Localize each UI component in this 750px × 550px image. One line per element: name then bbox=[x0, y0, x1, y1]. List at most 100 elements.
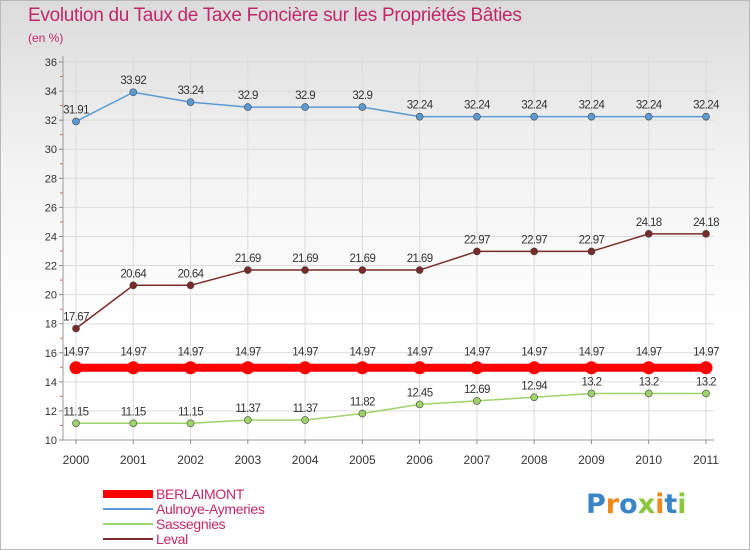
data-label: 14.97 bbox=[693, 347, 719, 359]
legend-swatch bbox=[103, 523, 153, 525]
x-tick-label: 2010 bbox=[635, 453, 662, 467]
legend-item: Leval bbox=[103, 531, 403, 548]
data-label: 32.24 bbox=[693, 100, 720, 112]
data-label: 24.18 bbox=[636, 217, 662, 229]
data-label: 21.69 bbox=[349, 253, 375, 265]
data-point bbox=[587, 112, 596, 121]
data-point bbox=[301, 103, 309, 111]
data-point bbox=[530, 247, 538, 256]
logo-letter: t bbox=[664, 489, 678, 520]
logo-letter: x bbox=[637, 489, 656, 520]
legend-label: BERLAIMONT bbox=[156, 486, 245, 502]
data-label: 14.97 bbox=[292, 347, 318, 359]
data-point bbox=[244, 103, 252, 111]
y-tick-label: 30 bbox=[45, 144, 57, 156]
x-tick-label: 2000 bbox=[63, 453, 90, 467]
chart-title: Evolution du Taux de Taxe Foncière sur l… bbox=[28, 5, 522, 26]
data-point bbox=[470, 361, 484, 375]
logo-letter: i bbox=[655, 489, 665, 520]
legend-item: Aulnoye-Aymeries bbox=[103, 501, 403, 518]
data-point bbox=[301, 266, 309, 274]
data-point bbox=[473, 247, 481, 256]
x-tick-label: 2002 bbox=[177, 453, 204, 467]
data-point bbox=[129, 419, 138, 428]
data-point bbox=[587, 247, 596, 256]
data-point bbox=[702, 230, 710, 238]
data-label: 22.97 bbox=[579, 234, 605, 246]
data-label: 11.15 bbox=[64, 406, 89, 418]
x-tick-label: 2006 bbox=[406, 453, 433, 467]
y-tick-label: 28 bbox=[45, 173, 57, 185]
legend-label: Leval bbox=[156, 531, 188, 547]
data-label: 32.9 bbox=[295, 90, 315, 102]
logo-letter: r bbox=[605, 489, 620, 520]
logo-letter: P bbox=[586, 489, 606, 520]
y-tick-label: 34 bbox=[45, 86, 57, 98]
data-label: 33.92 bbox=[120, 75, 146, 87]
data-label: 32.9 bbox=[238, 90, 258, 102]
data-label: 20.64 bbox=[178, 268, 205, 280]
data-label: 14.97 bbox=[464, 347, 490, 359]
data-label: 11.37 bbox=[293, 403, 318, 415]
logo-letter: i bbox=[677, 489, 687, 520]
data-point bbox=[355, 361, 369, 375]
data-label: 32.24 bbox=[407, 100, 434, 112]
data-label: 20.64 bbox=[120, 268, 147, 280]
data-point bbox=[527, 361, 541, 375]
data-label: 33.24 bbox=[178, 85, 205, 97]
legend-item: BERLAIMONT bbox=[103, 486, 403, 503]
data-point bbox=[644, 389, 653, 398]
data-label: 14.97 bbox=[178, 347, 204, 359]
data-label: 21.69 bbox=[235, 253, 261, 265]
y-tick-label: 32 bbox=[45, 115, 57, 127]
x-tick-label: 2004 bbox=[292, 453, 319, 467]
data-label: 13.2 bbox=[581, 376, 601, 388]
data-point bbox=[358, 103, 367, 111]
data-label: 32.24 bbox=[636, 100, 663, 112]
data-label: 11.37 bbox=[235, 403, 260, 415]
data-label: 12.94 bbox=[521, 380, 548, 392]
data-label: 32.24 bbox=[579, 100, 606, 112]
series-line-leval bbox=[75, 233, 706, 330]
data-point bbox=[530, 112, 538, 121]
legend-label: Aulnoye-Aymeries bbox=[156, 501, 265, 517]
data-label: 32.24 bbox=[464, 100, 491, 112]
data-point bbox=[644, 112, 653, 121]
data-point bbox=[473, 397, 481, 405]
data-point bbox=[642, 361, 656, 375]
data-label: 24.18 bbox=[693, 217, 719, 229]
x-tick-label: 2008 bbox=[521, 453, 548, 467]
data-point bbox=[413, 361, 427, 375]
data-point bbox=[186, 281, 195, 290]
y-tick-label: 18 bbox=[45, 319, 57, 331]
y-tick-label: 26 bbox=[45, 202, 57, 214]
data-point bbox=[129, 88, 138, 97]
data-point bbox=[702, 112, 710, 121]
unit-label: (en %) bbox=[28, 31, 64, 45]
y-tick-label: 14 bbox=[45, 377, 57, 389]
series-line-aulnoye-aymeries bbox=[75, 91, 706, 123]
data-label: 32.24 bbox=[521, 100, 548, 112]
data-point bbox=[69, 361, 83, 375]
data-label: 14.97 bbox=[579, 347, 605, 359]
data-point bbox=[301, 416, 309, 424]
data-point bbox=[358, 409, 367, 418]
x-tick-label: 2007 bbox=[464, 453, 491, 467]
data-point bbox=[530, 393, 538, 402]
data-label: 14.97 bbox=[120, 347, 146, 359]
y-tick-label: 16 bbox=[45, 348, 57, 360]
data-point bbox=[358, 266, 367, 274]
data-label: 21.69 bbox=[292, 253, 318, 265]
data-label: 12.69 bbox=[464, 384, 490, 396]
x-tick-label: 2003 bbox=[234, 453, 261, 467]
data-label: 14.97 bbox=[407, 347, 433, 359]
legend-item: Sassegnies bbox=[103, 516, 403, 533]
data-point bbox=[72, 324, 80, 333]
data-label: 31.91 bbox=[63, 104, 89, 116]
data-point bbox=[415, 112, 424, 121]
data-label: 14.97 bbox=[521, 347, 547, 359]
data-label: 14.97 bbox=[349, 347, 375, 359]
data-point bbox=[244, 266, 252, 274]
